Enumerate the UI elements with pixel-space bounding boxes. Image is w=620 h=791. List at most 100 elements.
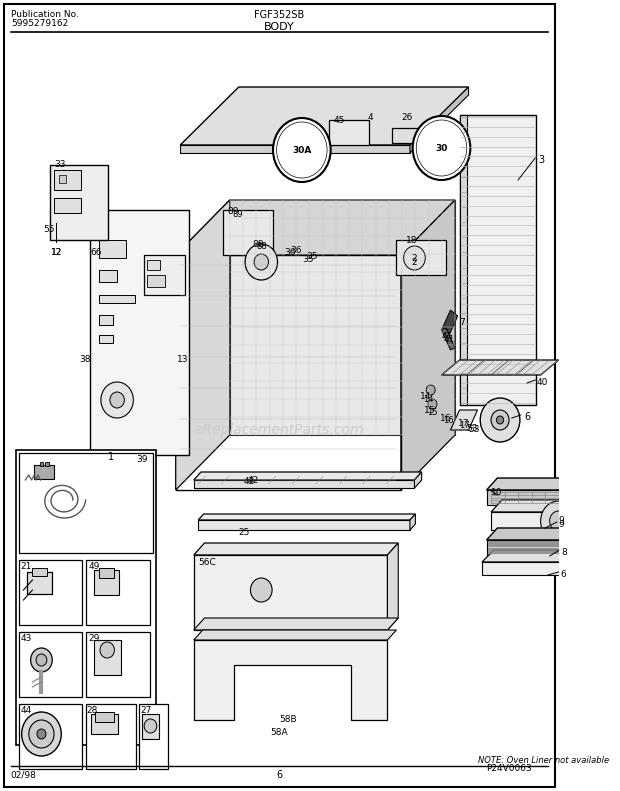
Circle shape: [29, 720, 54, 748]
Text: 36: 36: [284, 248, 295, 257]
Bar: [19, 453, 153, 553]
Bar: [87, 632, 149, 697]
Polygon shape: [451, 410, 477, 430]
Bar: [99, 270, 117, 282]
Circle shape: [491, 410, 509, 430]
Circle shape: [273, 118, 330, 182]
Circle shape: [250, 578, 272, 602]
Text: 55: 55: [43, 225, 55, 234]
Text: 6: 6: [277, 770, 282, 780]
Bar: [396, 240, 446, 275]
Text: 41: 41: [441, 332, 453, 341]
Bar: [459, 115, 467, 405]
Circle shape: [277, 122, 327, 178]
Text: 12: 12: [50, 248, 62, 257]
Circle shape: [497, 416, 503, 424]
Polygon shape: [491, 512, 620, 530]
Text: P24V0063: P24V0063: [487, 764, 533, 773]
Polygon shape: [441, 328, 455, 350]
Text: 2: 2: [411, 254, 417, 263]
Bar: [94, 640, 121, 675]
Polygon shape: [193, 555, 388, 630]
Text: 21: 21: [20, 562, 32, 571]
Circle shape: [22, 712, 61, 756]
Polygon shape: [193, 543, 398, 555]
Bar: [94, 570, 119, 595]
Polygon shape: [414, 472, 422, 488]
Circle shape: [36, 654, 47, 666]
Text: 30: 30: [435, 143, 448, 153]
Text: 26: 26: [401, 113, 412, 122]
Bar: [19, 632, 82, 697]
Text: eReplacementParts.com: eReplacementParts.com: [195, 423, 364, 437]
Text: 7: 7: [459, 318, 465, 327]
Circle shape: [480, 398, 520, 442]
Polygon shape: [175, 200, 455, 255]
Bar: [144, 255, 185, 295]
Bar: [143, 714, 159, 739]
Text: 66: 66: [90, 248, 102, 257]
Circle shape: [416, 120, 467, 176]
Text: 25: 25: [239, 528, 250, 537]
Bar: [87, 704, 136, 769]
Polygon shape: [487, 478, 620, 490]
Text: 88: 88: [252, 240, 264, 249]
Bar: [175, 255, 401, 490]
Bar: [34, 465, 54, 479]
Bar: [147, 275, 165, 287]
Bar: [99, 568, 113, 578]
Text: 53: 53: [469, 425, 480, 434]
Text: 43: 43: [20, 634, 32, 643]
Polygon shape: [487, 490, 617, 505]
Text: FGF352SB: FGF352SB: [254, 10, 304, 20]
Circle shape: [245, 244, 278, 280]
Text: 35: 35: [306, 252, 318, 261]
Text: 16: 16: [440, 414, 451, 423]
Circle shape: [541, 501, 577, 541]
Bar: [139, 704, 167, 769]
Text: 18: 18: [405, 236, 417, 245]
Text: 27: 27: [141, 706, 152, 715]
Text: 40: 40: [537, 378, 548, 387]
Bar: [19, 704, 82, 769]
Text: 58B: 58B: [280, 715, 297, 724]
Polygon shape: [441, 360, 559, 375]
Text: 9: 9: [559, 520, 564, 529]
Text: 10: 10: [491, 488, 503, 497]
Text: 3: 3: [539, 155, 545, 165]
Polygon shape: [482, 562, 613, 575]
Text: 4: 4: [368, 113, 373, 122]
Text: 13: 13: [177, 355, 188, 364]
Polygon shape: [491, 500, 620, 512]
Polygon shape: [180, 87, 469, 145]
Text: 45: 45: [334, 116, 345, 125]
Text: 5995279162: 5995279162: [11, 19, 68, 28]
Text: 28: 28: [87, 706, 98, 715]
Text: 29: 29: [88, 634, 100, 643]
Text: 42: 42: [248, 476, 259, 485]
Text: NOTE: Oven Liner not available: NOTE: Oven Liner not available: [477, 756, 609, 765]
Bar: [91, 714, 118, 734]
Text: 16: 16: [443, 416, 454, 425]
Text: 33: 33: [54, 160, 66, 169]
Bar: [58, 175, 66, 183]
Text: 53: 53: [467, 424, 478, 433]
Circle shape: [101, 382, 133, 418]
Circle shape: [428, 399, 437, 409]
Text: 89: 89: [227, 207, 239, 216]
Bar: [99, 315, 113, 325]
Text: 8: 8: [561, 548, 567, 557]
Text: 89: 89: [232, 210, 243, 219]
Polygon shape: [410, 87, 469, 153]
Text: Publication No.: Publication No.: [11, 10, 79, 19]
Text: 38: 38: [79, 355, 91, 364]
Text: 1: 1: [108, 452, 114, 462]
Text: 12: 12: [50, 248, 62, 257]
Bar: [45, 462, 48, 466]
Circle shape: [144, 719, 157, 733]
Bar: [223, 210, 273, 255]
Bar: [90, 210, 189, 455]
Circle shape: [100, 642, 115, 658]
Text: 14: 14: [423, 395, 434, 404]
Polygon shape: [441, 310, 458, 336]
